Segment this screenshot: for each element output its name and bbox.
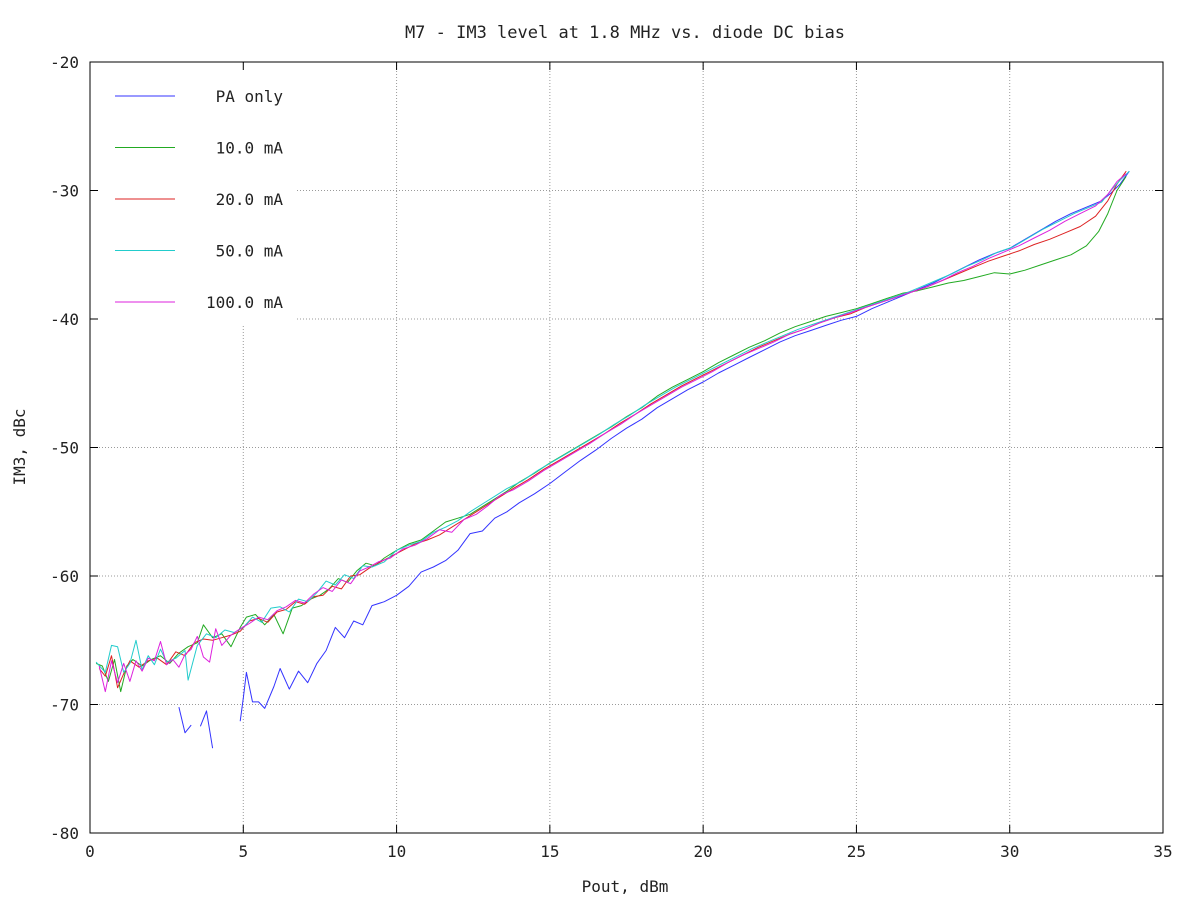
y-tick-label: -70 xyxy=(50,696,79,715)
legend: PA only 10.0 mA 20.0 mA 50.0 mA 100.0 mA xyxy=(115,87,283,312)
series-10-0-ma xyxy=(95,176,1127,693)
y-tick-label: -80 xyxy=(50,824,79,843)
series-50-0-ma xyxy=(95,170,1130,681)
x-tick-label: 10 xyxy=(387,842,406,861)
axis-ticks: 0 5 10 15 20 25 30 35 -80 -70 -60 -50 -40 -30 -20 xyxy=(50,53,1173,861)
x-tick-label: 5 xyxy=(238,842,248,861)
series-100-0-ma xyxy=(98,173,1127,693)
y-tick-label: -30 xyxy=(50,182,79,201)
series-line xyxy=(199,710,214,749)
x-tick-label: 0 xyxy=(85,842,95,861)
legend-label: 20.0 mA xyxy=(216,190,284,209)
x-tick-label: 35 xyxy=(1153,842,1172,861)
series-line xyxy=(98,173,1127,693)
series-line xyxy=(95,176,1127,693)
x-tick-label: 30 xyxy=(1000,842,1019,861)
legend-label: 10.0 mA xyxy=(216,139,284,158)
x-tick-label: 25 xyxy=(847,842,866,861)
x-axis-label: Pout, dBm xyxy=(582,877,669,896)
y-tick-label: -50 xyxy=(50,439,79,458)
legend-background xyxy=(92,64,297,326)
y-tick-label: -60 xyxy=(50,567,79,586)
legend-label: 50.0 mA xyxy=(216,242,284,261)
x-tick-label: 15 xyxy=(540,842,559,861)
series-line xyxy=(95,170,1130,681)
y-tick-label: -40 xyxy=(50,310,79,329)
y-tick-label: -20 xyxy=(50,53,79,72)
series-line xyxy=(178,706,192,734)
series-line xyxy=(239,170,1130,722)
grid-lines xyxy=(90,62,1163,833)
x-tick-label: 20 xyxy=(694,842,713,861)
chart-title: M7 - IM3 level at 1.8 MHz vs. diode DC b… xyxy=(405,23,845,43)
legend-label: 100.0 mA xyxy=(206,293,283,312)
y-axis-label: IM3, dBc xyxy=(10,408,29,485)
series-lines xyxy=(95,170,1130,749)
legend-label: PA only xyxy=(216,87,284,106)
